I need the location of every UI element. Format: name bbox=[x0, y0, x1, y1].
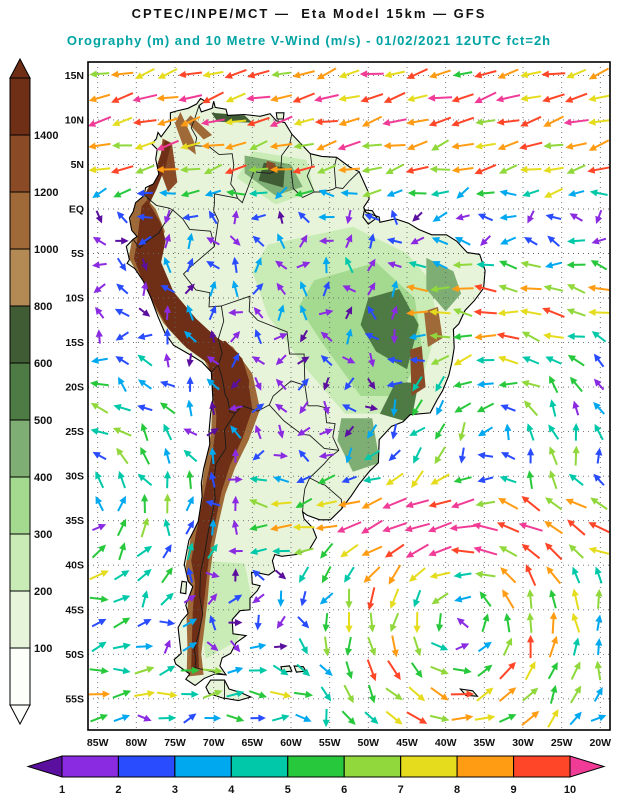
map-frame bbox=[87, 61, 611, 731]
svg-text:8: 8 bbox=[454, 784, 460, 796]
svg-text:200: 200 bbox=[34, 586, 52, 598]
svg-text:35S: 35S bbox=[65, 515, 84, 527]
figure-title: CPTEC/INPE/MCT — Eta Model 15km — GFS bbox=[131, 6, 487, 21]
orography-colorbar-top-arrow-icon bbox=[9, 57, 31, 79]
lat-axis-labels: 15N 10N 5N EQ 5S 10S 15S 20S 25S 30S 35S 40S 45S 50S 5… bbox=[65, 70, 84, 705]
svg-text:45S: 45S bbox=[65, 604, 84, 616]
graticule-layer bbox=[88, 62, 610, 730]
svg-text:35W: 35W bbox=[474, 737, 496, 749]
svg-text:5S: 5S bbox=[71, 248, 84, 260]
svg-text:60W: 60W bbox=[280, 737, 302, 749]
svg-text:EQ: EQ bbox=[69, 204, 84, 216]
svg-text:50S: 50S bbox=[65, 649, 84, 661]
lon-axis-labels: 85W 80W 75W 70W 65W 60W 55W 50W 45W 40W 35W 30W 25W 2… bbox=[87, 737, 611, 749]
svg-text:1000: 1000 bbox=[34, 244, 58, 256]
svg-text:15N: 15N bbox=[65, 70, 84, 82]
wind-colorbar-right-arrow-icon bbox=[569, 755, 606, 778]
svg-text:400: 400 bbox=[34, 472, 52, 484]
orography-colorbar-labels: 100 200 300 400 500 600 800 1000 1200 1400 bbox=[34, 130, 58, 655]
svg-text:40S: 40S bbox=[65, 560, 84, 572]
svg-text:50W: 50W bbox=[358, 737, 380, 749]
svg-text:55W: 55W bbox=[319, 737, 341, 749]
svg-text:25W: 25W bbox=[551, 737, 573, 749]
svg-text:10: 10 bbox=[564, 784, 576, 796]
svg-text:300: 300 bbox=[34, 529, 52, 541]
svg-text:55S: 55S bbox=[65, 693, 84, 705]
svg-text:25S: 25S bbox=[65, 426, 84, 438]
svg-text:5: 5 bbox=[285, 784, 291, 796]
figure-subtitle: Orography (m) and 10 Metre V-Wind (m/s) … bbox=[66, 33, 552, 48]
svg-text:9: 9 bbox=[511, 784, 517, 796]
svg-text:20W: 20W bbox=[590, 737, 612, 749]
svg-text:7: 7 bbox=[398, 784, 404, 796]
svg-text:1400: 1400 bbox=[34, 130, 58, 142]
svg-text:45W: 45W bbox=[396, 737, 418, 749]
svg-text:1: 1 bbox=[59, 784, 65, 796]
svg-text:3: 3 bbox=[172, 784, 178, 796]
orography-colorbar bbox=[9, 57, 31, 726]
svg-text:30S: 30S bbox=[65, 471, 84, 483]
svg-text:15S: 15S bbox=[65, 337, 84, 349]
svg-text:20S: 20S bbox=[65, 382, 84, 394]
wind-arrows-layer bbox=[87, 67, 611, 728]
svg-text:30W: 30W bbox=[512, 737, 534, 749]
svg-text:2: 2 bbox=[115, 784, 121, 796]
svg-text:5N: 5N bbox=[71, 159, 84, 171]
svg-text:800: 800 bbox=[34, 301, 52, 313]
svg-text:1200: 1200 bbox=[34, 187, 58, 199]
svg-text:40W: 40W bbox=[435, 737, 457, 749]
coastline-layer bbox=[125, 97, 486, 702]
svg-text:4: 4 bbox=[228, 784, 235, 796]
orography-colorbar-bottom-arrow-icon bbox=[9, 704, 31, 726]
svg-text:70W: 70W bbox=[203, 737, 225, 749]
svg-text:85W: 85W bbox=[87, 737, 109, 749]
svg-text:600: 600 bbox=[34, 358, 52, 370]
svg-text:80W: 80W bbox=[126, 737, 148, 749]
svg-text:10S: 10S bbox=[65, 293, 84, 305]
svg-text:100: 100 bbox=[34, 643, 52, 655]
svg-text:500: 500 bbox=[34, 415, 52, 427]
wind-colorbar bbox=[26, 755, 606, 778]
svg-text:75W: 75W bbox=[164, 737, 186, 749]
wind-colorbar-labels: 1 2 3 4 5 6 7 8 9 10 bbox=[59, 784, 576, 796]
svg-text:65W: 65W bbox=[242, 737, 264, 749]
svg-text:10N: 10N bbox=[65, 114, 84, 126]
wind-colorbar-left-arrow-icon bbox=[26, 755, 63, 778]
svg-text:6: 6 bbox=[341, 784, 347, 796]
borders-layer bbox=[132, 105, 360, 700]
